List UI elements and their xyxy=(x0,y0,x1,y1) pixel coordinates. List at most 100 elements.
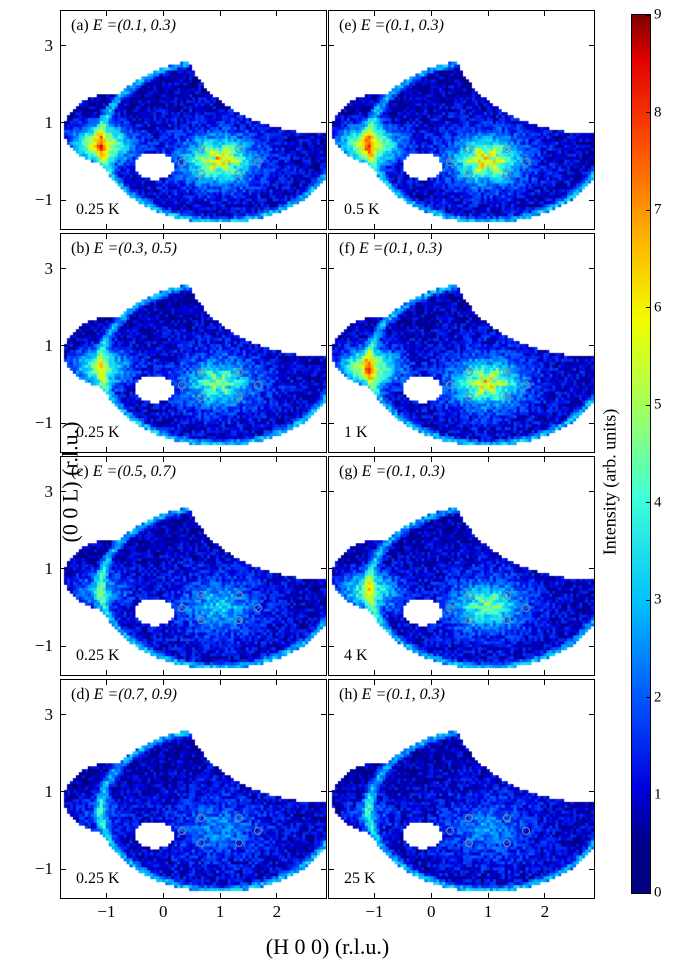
marker-h-2 xyxy=(446,827,454,835)
marker-a-5 xyxy=(235,170,243,178)
cbar-tick: 9 xyxy=(650,7,662,24)
marker-e-0 xyxy=(465,145,473,153)
ytick: 3 xyxy=(45,36,62,56)
marker-b-3 xyxy=(254,381,262,389)
panel-f: (f) E =(0.1, 0.3)1 K xyxy=(328,233,595,453)
marker-d-4 xyxy=(197,839,205,847)
marker-f-3 xyxy=(522,381,530,389)
heatmap-b xyxy=(61,234,326,452)
marker-a-0 xyxy=(197,145,205,153)
marker-a-3 xyxy=(254,158,262,166)
marker-g-2 xyxy=(446,604,454,612)
heatmap-a xyxy=(61,11,326,229)
marker-g-3 xyxy=(522,604,530,612)
marker-b-0 xyxy=(197,368,205,376)
marker-a-1 xyxy=(235,145,243,153)
xtick: 0 xyxy=(159,898,168,922)
figure-grid: (a) E =(0.1, 0.3)0.25 K−113(b) E =(0.3, … xyxy=(60,10,595,910)
marker-a-2 xyxy=(178,158,186,166)
panel-temp-a: 0.25 K xyxy=(76,201,120,219)
marker-e-2 xyxy=(446,158,454,166)
marker-g-1 xyxy=(503,591,511,599)
xtick: 2 xyxy=(273,898,282,922)
panel-label-c: (c) E =(0.5, 0.7) xyxy=(71,463,176,481)
marker-e-5 xyxy=(503,170,511,178)
marker-h-0 xyxy=(465,814,473,822)
xtick: −1 xyxy=(97,898,115,922)
marker-f-2 xyxy=(446,381,454,389)
marker-b-5 xyxy=(235,393,243,401)
panel-temp-f: 1 K xyxy=(344,424,368,442)
panel-label-d: (d) E =(0.7, 0.9) xyxy=(71,686,177,704)
panel-label-h: (h) E =(0.1, 0.3) xyxy=(339,686,445,704)
marker-e-1 xyxy=(503,145,511,153)
cbar-tick: 6 xyxy=(650,299,662,316)
cbar-tick: 5 xyxy=(650,397,662,414)
marker-f-5 xyxy=(503,393,511,401)
heatmap-g xyxy=(329,457,594,675)
x-axis-label: (H 0 0) (r.l.u.) xyxy=(60,934,595,960)
cbar-tick: 8 xyxy=(650,104,662,121)
marker-b-4 xyxy=(197,393,205,401)
panel-label-g: (g) E =(0.1, 0.3) xyxy=(339,463,445,481)
panel-temp-e: 0.5 K xyxy=(344,201,380,219)
ytick: 1 xyxy=(45,113,62,133)
marker-c-0 xyxy=(197,591,205,599)
cbar-tick: 7 xyxy=(650,202,662,219)
marker-g-0 xyxy=(465,591,473,599)
heatmap-h xyxy=(329,680,594,898)
marker-h-4 xyxy=(465,839,473,847)
panel-h: (h) E =(0.1, 0.3)25 K−1012 xyxy=(328,679,595,899)
xtick: 0 xyxy=(427,898,436,922)
heatmap-c xyxy=(61,457,326,675)
ytick: −1 xyxy=(35,636,61,656)
marker-c-4 xyxy=(197,616,205,624)
marker-f-0 xyxy=(465,368,473,376)
ytick: 3 xyxy=(45,259,62,279)
panel-label-b: (b) E =(0.3, 0.5) xyxy=(71,240,177,258)
ytick: 1 xyxy=(45,559,62,579)
marker-e-3 xyxy=(522,158,530,166)
ytick: 1 xyxy=(45,782,62,802)
marker-d-5 xyxy=(235,839,243,847)
marker-h-1 xyxy=(503,814,511,822)
panel-temp-g: 4 K xyxy=(344,647,368,665)
xtick: 1 xyxy=(484,898,493,922)
panel-temp-d: 0.25 K xyxy=(76,870,120,888)
marker-c-5 xyxy=(235,616,243,624)
xtick: −1 xyxy=(365,898,383,922)
panel-d: (d) E =(0.7, 0.9)0.25 K−113−1012 xyxy=(60,679,327,899)
cbar-tick: 3 xyxy=(650,592,662,609)
marker-c-1 xyxy=(235,591,243,599)
ytick: 1 xyxy=(45,336,62,356)
heatmap-e xyxy=(329,11,594,229)
marker-g-5 xyxy=(503,616,511,624)
panel-e: (e) E =(0.1, 0.3) 0.5 K xyxy=(328,10,595,230)
marker-c-3 xyxy=(254,604,262,612)
marker-h-3 xyxy=(522,827,530,835)
colorbar: 0123456789 xyxy=(631,14,651,894)
panel-label-e: (e) E =(0.1, 0.3) xyxy=(339,17,444,35)
cbar-tick: 0 xyxy=(650,885,662,902)
marker-c-2 xyxy=(178,604,186,612)
panel-temp-h: 25 K xyxy=(344,870,376,888)
heatmap-d xyxy=(61,680,326,898)
ytick: −1 xyxy=(35,859,61,879)
xtick: 1 xyxy=(216,898,225,922)
marker-d-1 xyxy=(235,814,243,822)
panel-label-a: (a) E =(0.1, 0.3) xyxy=(71,17,176,35)
marker-d-3 xyxy=(254,827,262,835)
ytick: 3 xyxy=(45,705,62,725)
marker-g-4 xyxy=(465,616,473,624)
marker-b-1 xyxy=(235,368,243,376)
y-axis-label: (0 0 L) (r.l.u.) xyxy=(57,422,83,543)
panel-a: (a) E =(0.1, 0.3)0.25 K−113 xyxy=(60,10,327,230)
marker-d-0 xyxy=(197,814,205,822)
cbar-tick: 1 xyxy=(650,787,662,804)
panel-c: (c) E =(0.5, 0.7)0.25 K−113 xyxy=(60,456,327,676)
marker-f-4 xyxy=(465,393,473,401)
cbar-tick: 4 xyxy=(650,494,662,511)
cbar-tick: 2 xyxy=(650,689,662,706)
panel-g: (g) E =(0.1, 0.3) 4 K xyxy=(328,456,595,676)
xtick: 2 xyxy=(541,898,550,922)
